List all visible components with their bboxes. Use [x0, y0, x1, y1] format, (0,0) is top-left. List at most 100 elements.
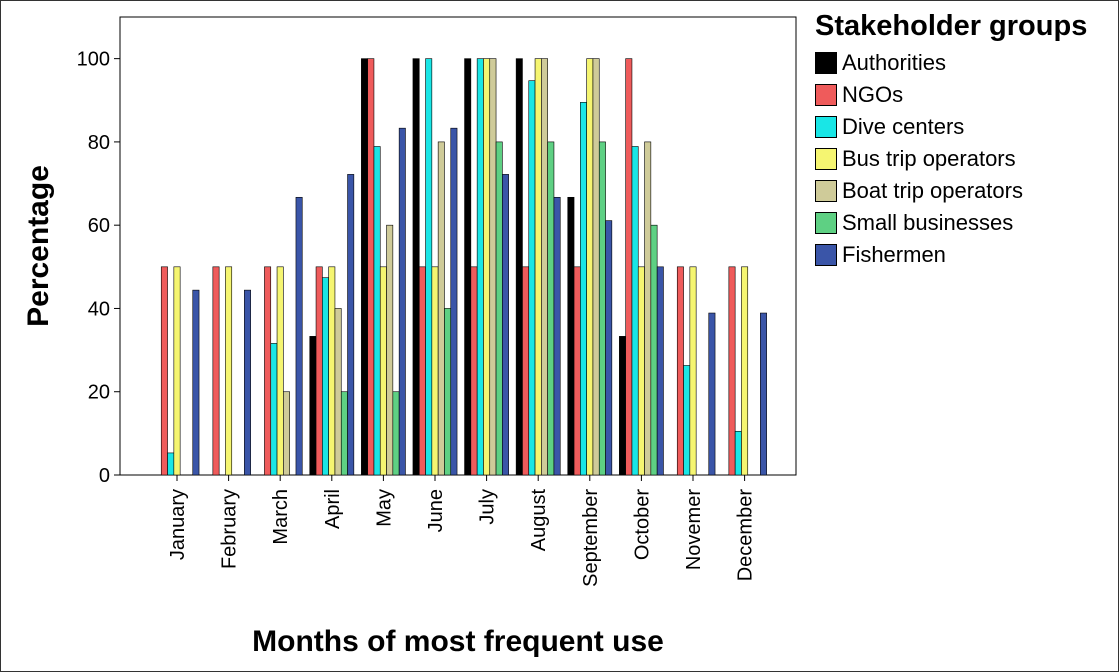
bar-ngos-january	[160, 266, 168, 476]
bar-dive-centers-july	[476, 58, 484, 476]
bar-ngos-february	[212, 266, 220, 476]
bar-bus-trip-operators-april	[328, 266, 336, 476]
bar-fishermen-october	[656, 266, 664, 476]
y-axis-title: Percentage	[22, 165, 55, 327]
bar-ngos-may	[367, 58, 375, 476]
bar-bus-trip-operators-october	[637, 266, 645, 476]
legend-label: Fishermen	[842, 242, 946, 267]
y-axis: 0 20 40 60 80 100	[77, 49, 120, 487]
bar-small-businesses-september	[598, 141, 606, 476]
bar-dive-centers-august	[528, 80, 536, 476]
x-tick-label-april: April	[322, 489, 344, 529]
bar-authorities-may	[361, 58, 368, 476]
y-tick-label: 60	[88, 215, 110, 237]
bar-boat-trip-operators-october	[644, 141, 652, 476]
legend-label: Dive centers	[842, 114, 965, 139]
bar-fishermen-february	[244, 289, 251, 476]
legend-label: Boat trip operators	[842, 178, 1023, 203]
x-tick-label-december: December	[735, 489, 757, 582]
y-tick-label: 80	[88, 132, 110, 154]
x-tick-label-october: October	[631, 489, 653, 560]
legend-item-small-businesses: Small businesses	[815, 207, 1115, 239]
bar-boat-trip-operators-june	[437, 141, 445, 476]
bar-small-businesses-april	[340, 391, 348, 476]
legend-swatch	[815, 212, 837, 234]
bar-fishermen-march	[295, 196, 303, 476]
bar-fishermen-december	[760, 312, 767, 476]
legend-item-authorities: Authorities	[815, 47, 1115, 79]
legend-swatch	[815, 116, 837, 138]
legend-title: Stakeholder groups	[815, 10, 1088, 42]
bar-fishermen-april	[347, 174, 355, 476]
y-tick-label: 20	[88, 382, 110, 404]
bar-boat-trip-operators-july	[489, 58, 497, 476]
legend-item-bus-trip-operators: Bus trip operators	[815, 143, 1115, 175]
bar-dive-centers-october	[631, 146, 639, 476]
bar-boat-trip-operators-may	[386, 224, 394, 476]
legend-label: Authorities	[842, 50, 946, 75]
bar-dive-centers-april	[322, 277, 329, 476]
bar-fishermen-june	[450, 127, 458, 476]
bar-ngos-september	[573, 266, 581, 476]
bar-dive-centers-novemer	[683, 365, 691, 476]
x-tick-label-february: February	[219, 489, 241, 569]
bar-authorities-july	[464, 58, 472, 476]
bar-boat-trip-operators-april	[334, 308, 342, 476]
legend-label: Bus trip operators	[842, 146, 1016, 171]
bar-authorities-june	[412, 58, 420, 476]
legend-label: Small businesses	[842, 210, 1014, 235]
legend-swatch	[815, 84, 837, 106]
bar-bus-trip-operators-june	[431, 266, 439, 476]
bar-bus-trip-operators-december	[741, 266, 749, 476]
bar-fishermen-august	[553, 196, 561, 476]
bar-small-businesses-august	[547, 141, 555, 476]
bar-fishermen-may	[398, 127, 406, 476]
x-tick-label-august: August	[528, 489, 550, 552]
bar-ngos-october	[625, 58, 633, 476]
x-tick-label-september: September	[580, 489, 602, 587]
bar-bus-trip-operators-february	[225, 266, 233, 476]
bar-bus-trip-operators-novemer	[689, 266, 697, 476]
bar-small-businesses-june	[444, 308, 452, 476]
x-tick-label-march: March	[270, 489, 292, 545]
bar-bus-trip-operators-july	[483, 58, 491, 476]
bar-small-businesses-july	[495, 141, 503, 476]
bar-authorities-october	[619, 336, 626, 476]
bar-bus-trip-operators-september	[586, 58, 594, 476]
legend: Stakeholder groups Authorities NGOs Dive c…	[815, 10, 1115, 271]
bar-ngos-june	[418, 266, 426, 476]
bar-ngos-july	[470, 266, 478, 476]
legend-item-fishermen: Fishermen	[815, 239, 1115, 271]
bar-authorities-september	[567, 196, 575, 476]
legend-item-dive-centers: Dive centers	[815, 111, 1115, 143]
bar-authorities-april	[309, 336, 317, 476]
bar-ngos-december	[728, 266, 736, 476]
bar-fishermen-september	[605, 220, 613, 476]
legend-item-boat-trip-operators: Boat trip operators	[815, 175, 1115, 207]
bar-dive-centers-december	[734, 430, 742, 476]
bar-dive-centers-june	[425, 58, 433, 476]
legend-label: NGOs	[842, 82, 904, 107]
bar-fishermen-january	[192, 289, 200, 476]
bar-fishermen-july	[502, 174, 509, 476]
bar-ngos-august	[522, 266, 530, 476]
bar-ngos-novemer	[676, 266, 684, 476]
bar-bus-trip-operators-march	[276, 266, 284, 476]
x-tick-label-july: July	[477, 489, 499, 525]
bar-bus-trip-operators-august	[534, 58, 542, 476]
bar-boat-trip-operators-august	[541, 58, 548, 476]
bar-authorities-august	[515, 58, 523, 476]
x-axis-title: Months of most frequent use	[252, 625, 664, 658]
bar-bus-trip-operators-may	[379, 266, 387, 476]
legend-items: Authorities NGOs Dive centers Bus trip oper…	[815, 47, 1115, 271]
bar-fishermen-novemer	[708, 312, 716, 476]
y-tick-label: 100	[77, 49, 110, 71]
legend-swatch	[815, 180, 837, 202]
legend-swatch	[815, 52, 837, 74]
bar-boat-trip-operators-september	[592, 58, 600, 476]
legend-swatch	[815, 244, 837, 266]
bar-bus-trip-operators-january	[173, 266, 181, 476]
bar-boat-trip-operators-march	[283, 391, 290, 476]
bar-dive-centers-september	[580, 102, 587, 476]
